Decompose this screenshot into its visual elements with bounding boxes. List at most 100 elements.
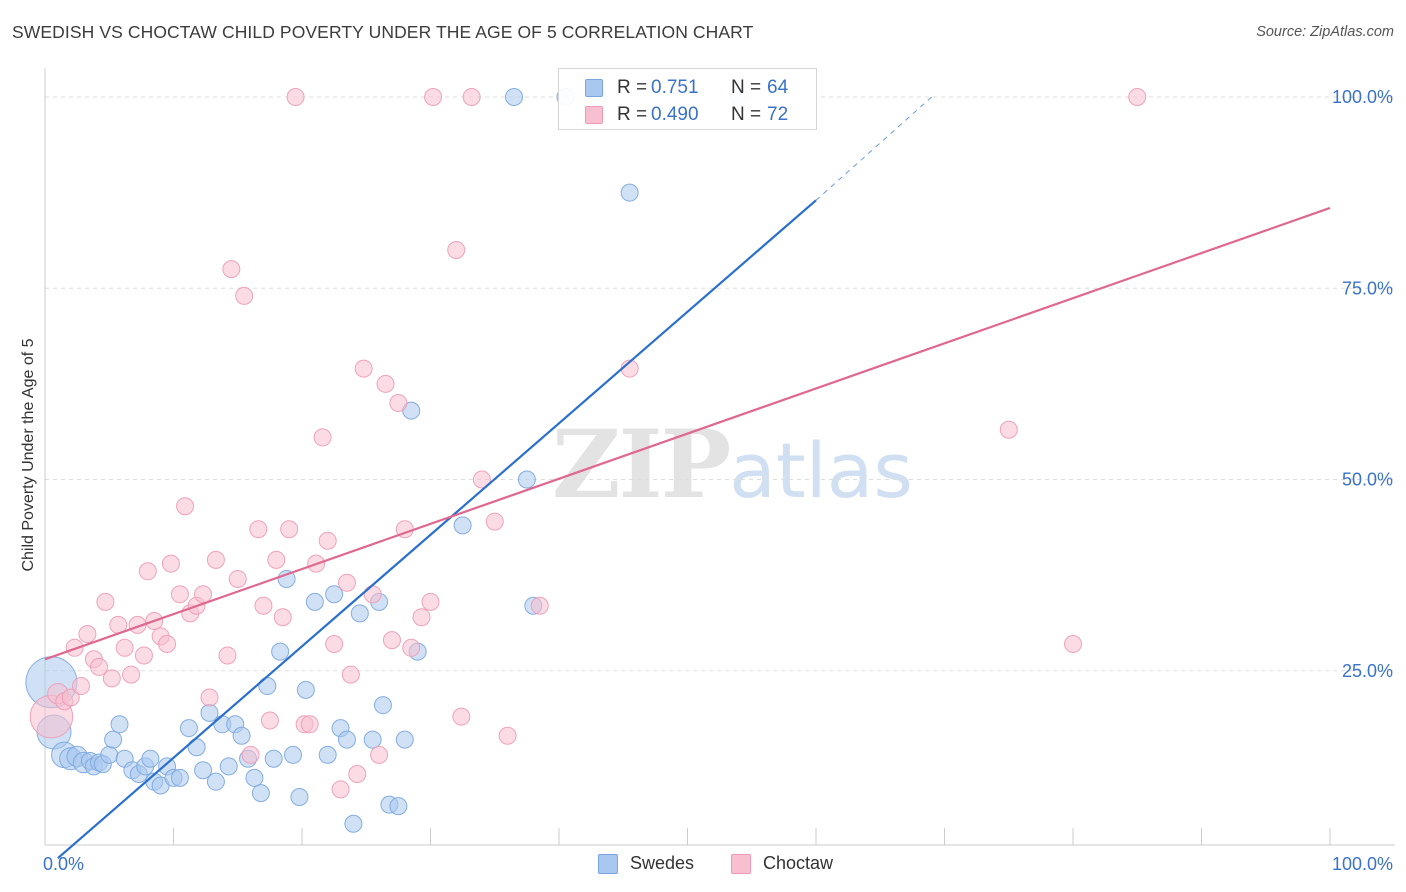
choctaw-point [341,665,360,684]
swedes-point [187,738,206,757]
swedes-point [389,797,408,816]
swedes-trend-line [57,199,817,860]
choctaw-point [354,359,373,378]
swedes-point [264,749,283,768]
swedes-point [363,730,382,749]
choctaw-point [376,374,395,393]
choctaw-point [999,420,1018,439]
n-label: N = [731,104,762,125]
swedes-point [100,745,119,764]
choctaw-point [218,646,237,665]
choctaw-point [363,585,382,604]
r-label: R = [617,77,648,98]
swedes-point [194,761,213,780]
choctaw-point [235,286,254,305]
r-label: R = [617,104,648,125]
swedes-point [219,757,238,776]
choctaw-point [300,715,319,734]
choctaw-point [200,688,219,707]
choctaw-point [1128,88,1147,106]
choctaw-point [331,780,350,799]
swedes-point [325,585,344,604]
swedes-point [373,696,392,715]
choctaw-swatch [585,106,603,124]
swedes-point [296,680,315,699]
choctaw-point [194,585,213,604]
swedes-point [141,749,160,768]
choctaw-point [138,562,157,581]
swedes-point [453,516,472,535]
choctaw-point [158,634,177,653]
y-tick-label: 50.0% [1342,470,1393,490]
swedes-point [206,772,225,791]
choctaw-point [241,745,260,764]
choctaw-point [115,638,134,657]
swedes-legend-label: Swedes [630,853,695,873]
choctaw-point [161,554,180,573]
choctaw-point [424,88,443,106]
choctaw-point [260,711,279,730]
choctaw-point [498,726,517,745]
choctaw-point [122,665,141,684]
choctaw-point [286,88,305,106]
choctaw-point [318,531,337,550]
swedes-point [620,183,639,202]
swedes-point [258,677,277,696]
choctaw-legend-swatch [731,854,751,874]
choctaw-point [78,625,97,644]
choctaw-point [530,596,549,615]
y-tick-label: 75.0% [1342,278,1393,298]
n-label: N = [731,77,762,98]
swedes-point [350,604,369,623]
choctaw-trend-line [44,206,1331,661]
x-tick-label-min: 0.0% [43,854,84,874]
choctaw-point [267,550,286,569]
choctaw-point [96,592,115,611]
choctaw-point [280,520,299,539]
y-tick-label: 100.0% [1332,87,1393,107]
choctaw-r-value: 0.490 [651,104,699,125]
choctaw-point [170,585,189,604]
swedes-n-value: 64 [767,77,789,98]
swedes-point [170,768,189,787]
swedes-point [305,592,324,611]
choctaw-point [472,470,491,489]
choctaw-point [447,241,466,259]
choctaw-point [228,569,247,588]
choctaw-point [71,677,90,696]
y-axis-label: Child Poverty Under the Age of 5 [20,338,37,572]
choctaw-point [249,520,268,539]
choctaw-point [102,669,121,688]
swedes-point [344,814,363,833]
swedes-trend-extension [815,96,932,201]
choctaw-point [452,707,471,726]
choctaw-point [370,745,389,764]
swedes-legend-swatch [598,854,618,874]
swedes-point [245,768,264,787]
swedes-point [290,787,309,806]
choctaw-point [382,631,401,650]
choctaw-point [485,512,504,531]
source-label: Source: ZipAtlas.com [1256,24,1394,40]
swedes-point [505,88,524,106]
swedes-point [271,642,290,661]
choctaw-point [89,657,108,676]
y-tick-label: 25.0% [1342,661,1393,681]
swedes-point [104,730,123,749]
swedes-point [251,784,270,803]
choctaw-point [61,688,80,707]
swedes-point [277,569,296,588]
swedes-point [517,470,536,489]
series-legend: Swedes Choctaw [0,852,1406,876]
swedes-swatch [585,79,603,97]
correlation-legend: R = 0.751 N = 64 R = 0.490 N = 72 [558,68,817,130]
swedes-point [179,719,198,738]
swedes-point [232,726,251,745]
choctaw-n-value: 72 [767,104,789,125]
choctaw-point [325,634,344,653]
swedes-point [337,730,356,749]
choctaw-point [337,573,356,592]
choctaw-point [348,765,367,784]
choctaw-point [402,638,421,657]
choctaw-point [134,646,153,665]
